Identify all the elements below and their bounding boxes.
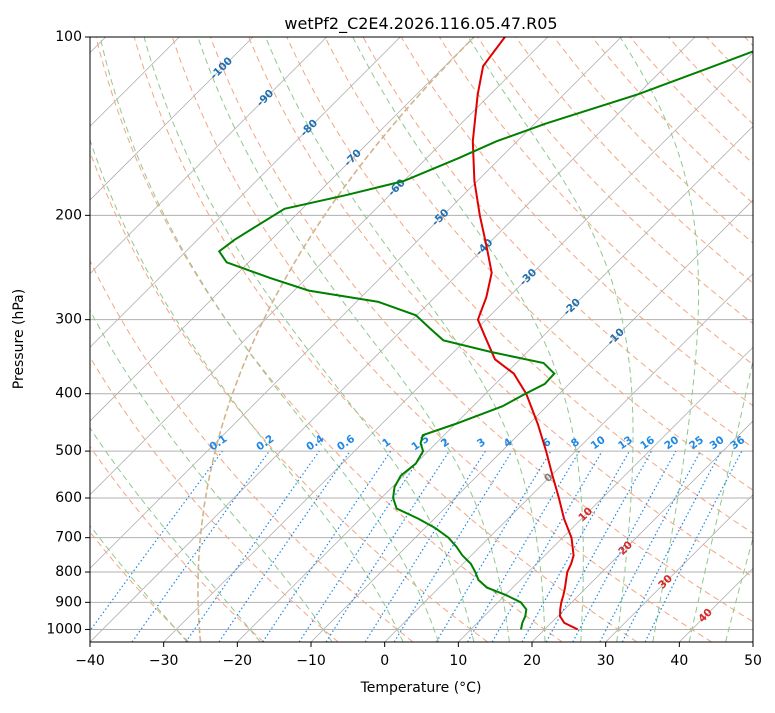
y-tick-label: 900 [55,594,82,610]
y-tick-label: 100 [55,29,82,45]
y-tick-label: 400 [55,386,82,402]
x-tick-label: −20 [223,653,253,669]
y-axis-label: Pressure (hPa) [11,289,27,389]
x-tick-label: 40 [670,653,688,669]
y-tick-label: 500 [55,443,82,459]
x-tick-label: 0 [380,653,389,669]
y-tick-label: 700 [55,530,82,546]
x-tick-label: 30 [597,653,615,669]
y-tick-label: 300 [55,312,82,328]
x-tick-label: −30 [149,653,179,669]
x-tick-label: 10 [449,653,467,669]
x-tick-label: 20 [523,653,541,669]
y-tick-label: 600 [55,490,82,506]
y-tick-label: 800 [55,564,82,580]
x-axis-label: Temperature (°C) [360,680,482,696]
x-tick-label: −40 [75,653,105,669]
chart-title: wetPf2_C2E4.2026.116.05.47.R05 [284,14,557,34]
x-tick-label: −10 [296,653,326,669]
x-tick-label: 50 [744,653,762,669]
y-tick-label: 1000 [46,621,82,637]
y-tick-label: 200 [55,207,82,223]
